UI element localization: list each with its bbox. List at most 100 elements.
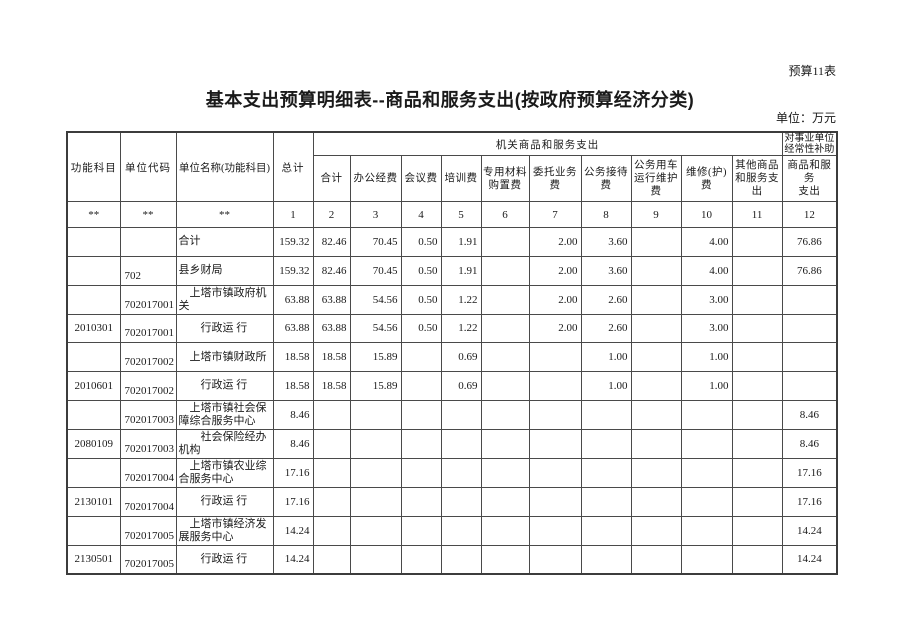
cell-value: 63.88 <box>272 284 314 315</box>
cell-value <box>400 342 442 372</box>
table-row: 702017001 上塔市镇政府机 关 63.88 63.88 54.56 0.50 1.… <box>66 284 838 315</box>
cell-value: 63.88 <box>312 313 351 344</box>
cell-unit-name: 合计 <box>175 227 274 257</box>
table-row: 合计 159.32 82.46 70.45 0.50 1.91 2.00 3.60 4.00 76… <box>66 227 838 257</box>
cell-value <box>630 227 682 257</box>
cell-value: 18.58 <box>312 342 351 372</box>
cell-func-code <box>66 255 121 286</box>
cell-value: 8.46 <box>781 428 838 459</box>
cell-value <box>349 457 402 488</box>
cell-unit-name: 社会保险经办 机构 <box>175 428 274 459</box>
col-header-meeting-fee: 会议费 <box>400 155 442 202</box>
cell-value: 4.00 <box>680 227 733 257</box>
cell-value <box>731 515 783 546</box>
column-ordinal: 3 <box>349 201 402 228</box>
cell-value <box>480 227 530 257</box>
cell-func-code: 2080109 <box>66 428 121 459</box>
cell-value: 14.24 <box>781 515 838 546</box>
cell-value <box>781 284 838 315</box>
cell-unit-code: 702017002 <box>119 342 177 372</box>
cell-value: 14.24 <box>781 544 838 575</box>
cell-value <box>528 399 582 430</box>
cell-unit-name: 上塔市镇农业综 合服务中心 <box>175 457 274 488</box>
cell-value: 3.00 <box>680 313 733 344</box>
cell-unit-code: 702017004 <box>119 486 177 517</box>
table-row: 702017005 上塔市镇经济发 展服务中心 14.24 14.24 <box>66 515 838 546</box>
cell-value <box>630 428 682 459</box>
column-ordinal: 10 <box>680 201 733 228</box>
table-row: 2130501 702017005 行政运 行 14.24 14.24 <box>66 544 838 575</box>
header-group-row: 功能科目 单位代码 单位名称(功能科目) 总计 机关商品和服务支出 对事业单位 … <box>66 131 838 202</box>
cell-value <box>440 457 482 488</box>
table-body: 合计 159.32 82.46 70.45 0.50 1.91 2.00 3.60 4.00 76… <box>66 227 838 575</box>
unit-note: 单位：万元 <box>775 111 836 125</box>
cell-value <box>480 457 530 488</box>
cell-value <box>480 255 530 286</box>
cell-unit-name: 行政运 行 <box>175 313 274 344</box>
cell-func-code: 2010601 <box>66 371 121 401</box>
table-row: 2010301 702017001 行政运 行 63.88 63.88 54.56 0.5… <box>66 313 838 344</box>
cell-value <box>312 486 351 517</box>
cell-value <box>400 371 442 401</box>
cell-value <box>630 399 682 430</box>
cell-value <box>680 515 733 546</box>
cell-func-code <box>66 227 121 257</box>
cell-func-code: 2010301 <box>66 313 121 344</box>
cell-value <box>400 428 442 459</box>
cell-value <box>312 428 351 459</box>
cell-value <box>480 399 530 430</box>
cell-value: 8.46 <box>781 399 838 430</box>
cell-unit-code: 702017005 <box>119 515 177 546</box>
col-header-special-material: 专用材料 购置费 <box>480 155 530 202</box>
cell-value <box>680 399 733 430</box>
column-ordinal: 9 <box>630 201 682 228</box>
cell-value: 17.16 <box>781 457 838 488</box>
cell-value: 17.16 <box>781 486 838 517</box>
cell-value: 54.56 <box>349 313 402 344</box>
cell-value <box>400 457 442 488</box>
cell-value: 18.58 <box>272 371 314 401</box>
cell-value: 3.60 <box>580 255 632 286</box>
column-ordinal: 2 <box>312 201 351 228</box>
cell-unit-code: 702017004 <box>119 457 177 488</box>
cell-value <box>630 255 682 286</box>
cell-value <box>528 486 582 517</box>
cell-value: 82.46 <box>312 255 351 286</box>
cell-func-code <box>66 284 121 315</box>
cell-value: 1.00 <box>680 371 733 401</box>
cell-value: 4.00 <box>680 255 733 286</box>
cell-value: 3.00 <box>680 284 733 315</box>
cell-value: 63.88 <box>272 313 314 344</box>
cell-value: 54.56 <box>349 284 402 315</box>
header-code-row: ** ** ** 1 2 3 4 5 6 7 8 9 10 11 12 <box>66 201 838 228</box>
cell-value <box>731 313 783 344</box>
cell-value <box>731 371 783 401</box>
cell-value: 159.32 <box>272 227 314 257</box>
cell-value: 159.32 <box>272 255 314 286</box>
cell-value <box>312 515 351 546</box>
cell-value <box>349 486 402 517</box>
cell-value: 8.46 <box>272 399 314 430</box>
column-ordinal: ** <box>175 201 274 228</box>
col-header-other-goods: 其他商品 和服务支 出 <box>731 155 783 202</box>
cell-value <box>349 399 402 430</box>
cell-value <box>781 371 838 401</box>
col-header-func: 功能科目 <box>66 131 121 202</box>
cell-value: 1.00 <box>580 342 632 372</box>
cell-value: 14.24 <box>272 515 314 546</box>
cell-value: 0.69 <box>440 371 482 401</box>
cell-value <box>440 544 482 575</box>
cell-value: 63.88 <box>312 284 351 315</box>
cell-value: 70.45 <box>349 227 402 257</box>
cell-value: 1.00 <box>680 342 733 372</box>
cell-value: 2.60 <box>580 284 632 315</box>
cell-value <box>349 428 402 459</box>
cell-value: 1.91 <box>440 255 482 286</box>
cell-value <box>480 371 530 401</box>
cell-unit-code: 702017001 <box>119 284 177 315</box>
col-header-code: 单位代码 <box>119 131 177 202</box>
col-header-entrusted-business: 委托业务 费 <box>528 155 582 202</box>
cell-value: 1.91 <box>440 227 482 257</box>
cell-value <box>480 428 530 459</box>
cell-unit-name: 县乡财局 <box>175 255 274 286</box>
